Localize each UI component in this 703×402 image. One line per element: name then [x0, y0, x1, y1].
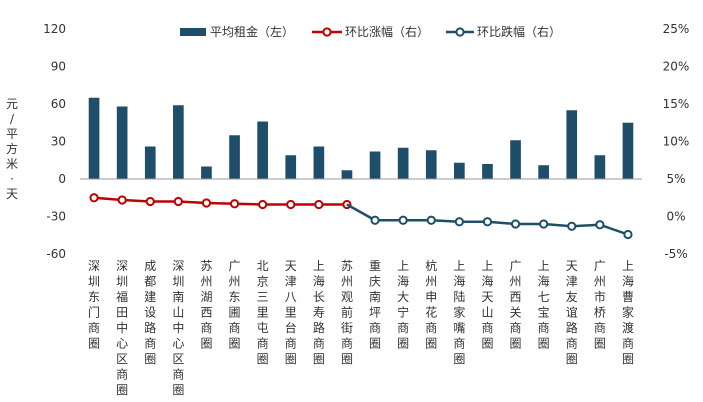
legend: 平均租金（左） 环比涨幅（右） 环比跌幅（右） [180, 24, 561, 39]
y-axis-label: 元/平方米·天 [6, 97, 18, 201]
x-category-label: 成都建设路商圈 [144, 259, 156, 366]
y-tick-label: -60 [46, 247, 66, 261]
rise-point [314, 199, 324, 210]
y-axis-left: -60 -30 0 30 60 90 120 [43, 22, 66, 261]
bar [313, 146, 325, 179]
bar-series [88, 97, 634, 179]
rise-point [145, 196, 155, 207]
fall-point [398, 215, 408, 225]
y2-tick-label: 25% [663, 22, 690, 36]
y-tick-label: 120 [43, 22, 66, 36]
legend-rise-label: 环比涨幅（右） [345, 24, 429, 39]
legend-rise-marker [322, 27, 332, 37]
x-category-label: 深圳东门商圈 [88, 259, 100, 351]
fall-point [623, 229, 633, 240]
x-category-label: 天津友谊路商圈 [566, 259, 578, 366]
bar [482, 164, 493, 179]
rise-point [173, 196, 183, 207]
bar [510, 140, 521, 179]
x-category-label: 上海曹家渡商圈 [622, 259, 634, 366]
x-category-label: 苏州观前街商圈 [341, 259, 353, 366]
bar [425, 150, 437, 179]
x-category-label: 上海陆家嘴商圈 [453, 259, 465, 366]
rise-point [117, 195, 127, 205]
x-category-label: 苏州湖西商圈 [200, 259, 212, 351]
y2-tick-label: 15% [663, 97, 690, 111]
x-category-label: 北京三里屯商圈 [257, 259, 269, 366]
bar [144, 146, 156, 179]
bar [341, 170, 353, 179]
y2-tick-label: 0% [666, 210, 685, 224]
bar [88, 97, 100, 179]
rise-point [201, 198, 212, 208]
legend-fall-label: 环比跌幅（右） [477, 24, 561, 39]
legend-fall-marker [455, 27, 465, 37]
bar [229, 135, 240, 179]
fall-point [510, 219, 521, 229]
fall-point [567, 221, 577, 231]
fall-line-connector [346, 203, 376, 222]
bar [257, 121, 268, 179]
fall-line [375, 219, 629, 236]
x-category-label: 上海天山商圈 [481, 259, 493, 351]
x-category-label: 上海大宁商圈 [397, 259, 409, 351]
legend-bar-label: 平均租金（左） [210, 24, 294, 39]
bar [454, 162, 465, 179]
fall-point [426, 215, 436, 225]
x-category-label: 上海七宝商圈 [538, 259, 550, 351]
y-tick-label: 30 [51, 135, 66, 149]
bar [116, 106, 128, 179]
rise-line [93, 196, 347, 206]
bar [201, 166, 212, 179]
bar [566, 110, 578, 179]
x-category-label: 天津八里台商圈 [285, 259, 297, 366]
y-axis-right: -5% 0% 5% 10% 15% 20% 25% [663, 22, 690, 261]
y-tick-label: -30 [46, 210, 66, 224]
fall-point [370, 215, 380, 225]
rise-point [229, 199, 240, 209]
y-tick-label: 0 [58, 172, 66, 186]
fall-point [595, 220, 605, 230]
x-category-label: 重庆南坪商圈 [369, 259, 381, 351]
y2-tick-label: -5% [664, 247, 687, 261]
x-category-label: 深圳福田中心区商圈 [116, 259, 128, 397]
rise-point [89, 193, 99, 203]
y2-tick-label: 5% [666, 172, 685, 186]
x-category-label: 广州市桥商圈 [594, 259, 606, 351]
bar [369, 151, 381, 179]
rise-point [258, 199, 268, 210]
y2-tick-label: 10% [663, 135, 690, 149]
x-category-label: 广州西关商圈 [510, 259, 522, 351]
bar [285, 155, 297, 179]
bar [397, 147, 409, 179]
bar [173, 105, 184, 179]
fall-point [454, 217, 464, 227]
rise-point [286, 199, 296, 210]
x-category-label: 杭州申花商圈 [425, 258, 437, 351]
x-category-label: 上海长寿路商圈 [313, 259, 325, 366]
x-axis-categories: 深圳东门商圈 深圳福田中心区商圈 成都建设路商圈 深圳南山中心区商圈 苏州湖西商圈 广州东… [88, 258, 634, 397]
y-tick-label: 60 [51, 97, 66, 111]
fall-point [482, 217, 493, 227]
y-tick-label: 90 [51, 60, 66, 74]
x-category-label: 广州东圃商圈 [229, 259, 241, 351]
line-series [89, 193, 633, 240]
bar [538, 165, 549, 179]
legend-bar-swatch [180, 28, 206, 36]
x-category-label: 深圳南山中心区商圈 [172, 259, 184, 397]
y2-tick-label: 20% [663, 60, 690, 74]
bar [622, 122, 634, 179]
fall-point [539, 219, 549, 229]
bar [594, 155, 606, 179]
